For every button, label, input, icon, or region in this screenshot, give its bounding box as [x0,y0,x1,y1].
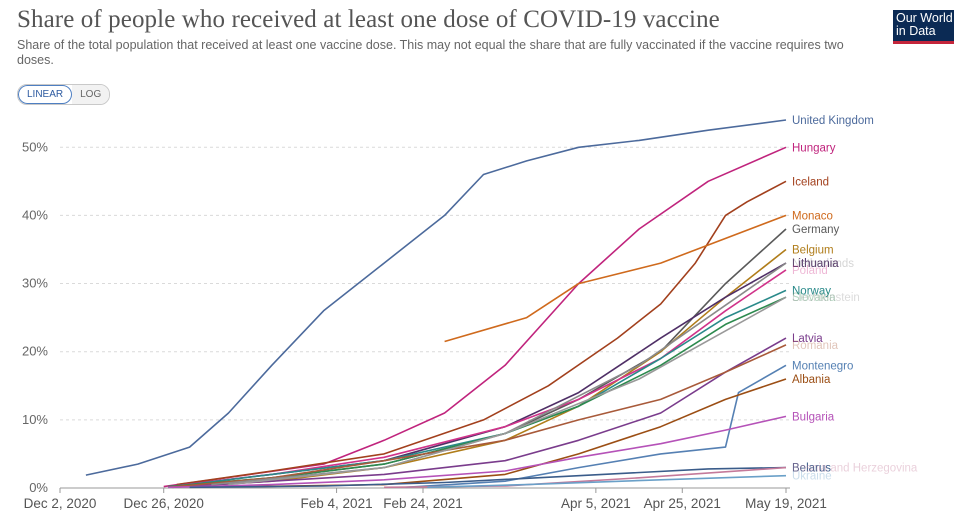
series-label-germany: Germany [792,224,840,236]
series-label-lithuania: Lithuania [792,258,839,270]
series-label-slovakia: Slovakia [792,292,836,304]
series-line-lithuania [167,262,787,488]
series-line-belgium [172,248,787,489]
series-label-poland: Poland [792,265,828,277]
x-tick-label: Feb 24, 2021 [383,496,463,511]
series-label-united-kingdom: United Kingdom [792,115,874,127]
series-label-montenegro: Montenegro [792,360,853,372]
series-line-germany [167,228,787,488]
series-line-romania [167,344,787,489]
y-tick-label: 30% [22,276,48,291]
series-line-norway [167,289,787,489]
series-label-belgium: Belgium [792,244,834,256]
series-line-latvia [172,337,787,489]
series-label-bulgaria: Bulgaria [792,411,835,423]
linear-scale-button[interactable]: LINEAR [18,85,73,104]
series-line-united-kingdom [85,119,787,476]
x-tick-label: Feb 4, 2021 [301,496,373,511]
series-label-netherlands: Netherlands [792,258,854,270]
y-tick-label: 40% [22,207,48,222]
chart-subtitle: Share of the total population that recei… [17,38,844,67]
y-tick-label: 10% [22,412,48,427]
log-scale-button[interactable]: LOG [72,85,110,104]
series-label-iceland: Iceland [792,176,829,188]
series-line-monaco [444,214,787,343]
series-label-hungary: Hungary [792,142,836,154]
series-line-iceland [176,180,787,486]
series-label-liechtenstein: Liechtenstein [792,292,860,304]
series-line-bulgaria [167,415,787,489]
logo-line-2: in Data [896,24,936,38]
y-tick-label: 0% [29,480,48,495]
x-tick-label: May 19, 2021 [745,496,827,511]
logo-line-1: Our World [896,11,953,25]
y-tick-label: 20% [22,344,48,359]
logo-accent-bar [893,41,954,44]
series-label-romania: Romania [792,340,839,352]
scale-toggle: LINEAR LOG [17,84,111,105]
series-label-latvia: Latvia [792,333,823,345]
series-label-monaco: Monaco [792,210,833,222]
y-tick-label: 50% [22,139,48,154]
x-tick-label: Apr 25, 2021 [644,496,721,511]
series-label-bosnia-and-herzegovina: Bosnia and Herzegovina [792,463,918,475]
x-tick-label: Dec 2, 2020 [24,496,97,511]
series-line-montenegro [405,364,787,489]
series-label-norway: Norway [792,285,831,297]
chart-title: Share of people who received at least on… [17,6,720,33]
series-line-liechtenstein [228,296,787,486]
series-label-ukraine: Ukraine [792,471,832,483]
owid-logo[interactable]: Our World in Data [893,10,954,44]
x-tick-label: Apr 5, 2021 [561,496,631,511]
series-line-belarus [189,466,787,489]
series-label-belarus: Belarus [792,463,831,475]
series-label-albania: Albania [792,374,831,386]
series-line-netherlands [211,262,787,486]
x-tick-label: Dec 26, 2020 [124,496,204,511]
series-line-ukraine [427,474,787,489]
